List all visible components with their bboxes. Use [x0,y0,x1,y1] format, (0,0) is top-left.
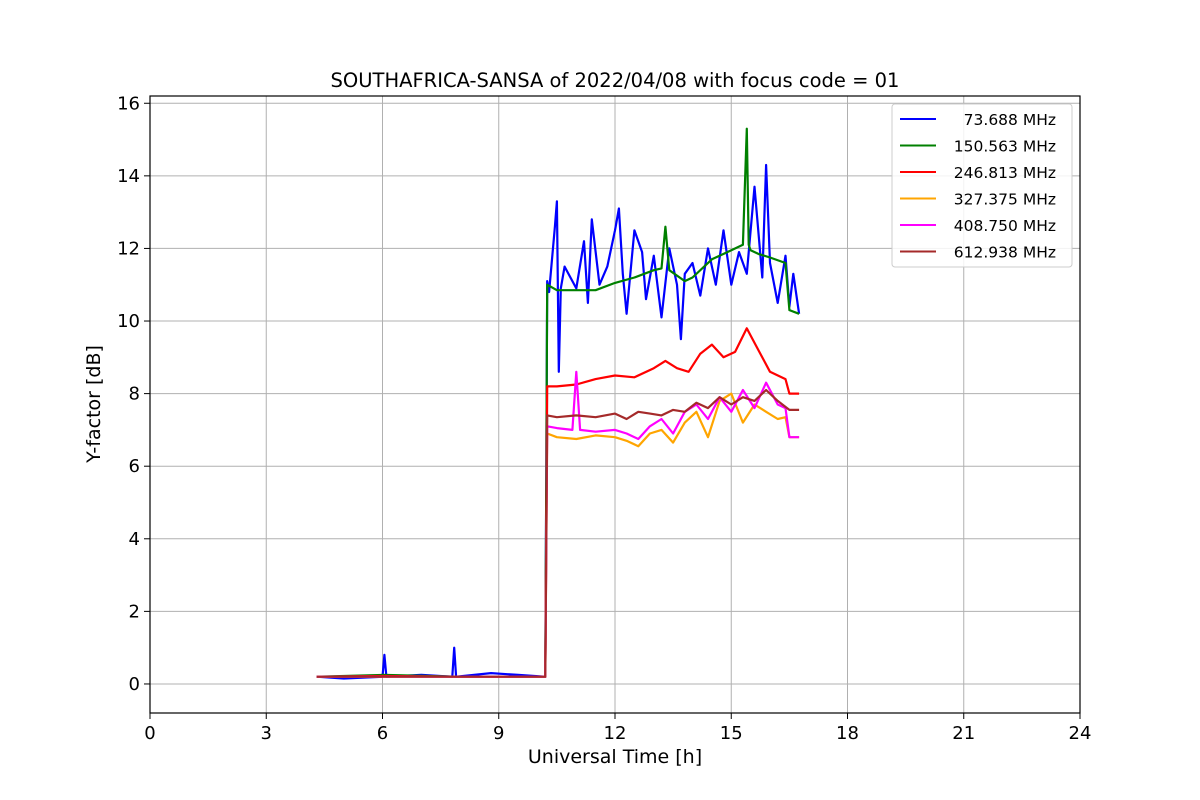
series-line-327-375-mhz [316,392,800,678]
legend-label: 408.750 MHz [954,217,1056,235]
y-tick-label: 14 [117,166,140,187]
legend: 73.688 MHz 150.563 MHz 246.813 MHz 327.375 … [891,103,1073,268]
chart-title: SOUTHAFRICA-SANSA of 2022/04/08 with foc… [331,69,900,92]
legend-label: 246.813 MHz [954,164,1056,182]
x-tick-label: 18 [836,723,859,744]
y-tick-label: 0 [129,674,140,695]
x-tick-label: 15 [720,723,743,744]
legend-label: 327.375 MHz [954,191,1056,209]
legend-label: 150.563 MHz [954,138,1056,156]
y-tick-label: 2 [129,601,140,622]
y-tick-label: 6 [129,456,140,477]
series-layer [316,127,801,680]
y-tick-label: 12 [117,238,140,259]
x-tick-label: 9 [493,723,504,744]
x-tick-label: 6 [377,723,388,744]
legend-label: 73.688 MHz [964,111,1056,129]
y-axis-label: Y-factor [dB] [83,345,105,464]
legend-label: 612.938 MHz [954,244,1056,262]
x-tick-label: 0 [144,723,155,744]
y-tick-label: 10 [117,311,140,332]
y-tick-label: 4 [129,529,140,550]
x-tick-label: 21 [952,723,975,744]
series-line-150-563-mhz [316,127,800,678]
x-tick-label: 24 [1069,723,1092,744]
legend-box [891,103,1073,268]
series-line-73-688-mhz [316,163,801,680]
series-line-246-813-mhz [316,327,800,678]
y-tick-label: 16 [117,93,140,114]
x-tick-label: 3 [261,723,272,744]
x-axis-label: Universal Time [h] [528,746,702,768]
x-tick-label: 12 [604,723,627,744]
y-tick-label: 8 [129,384,140,405]
series-line-612-938-mhz [316,388,800,678]
